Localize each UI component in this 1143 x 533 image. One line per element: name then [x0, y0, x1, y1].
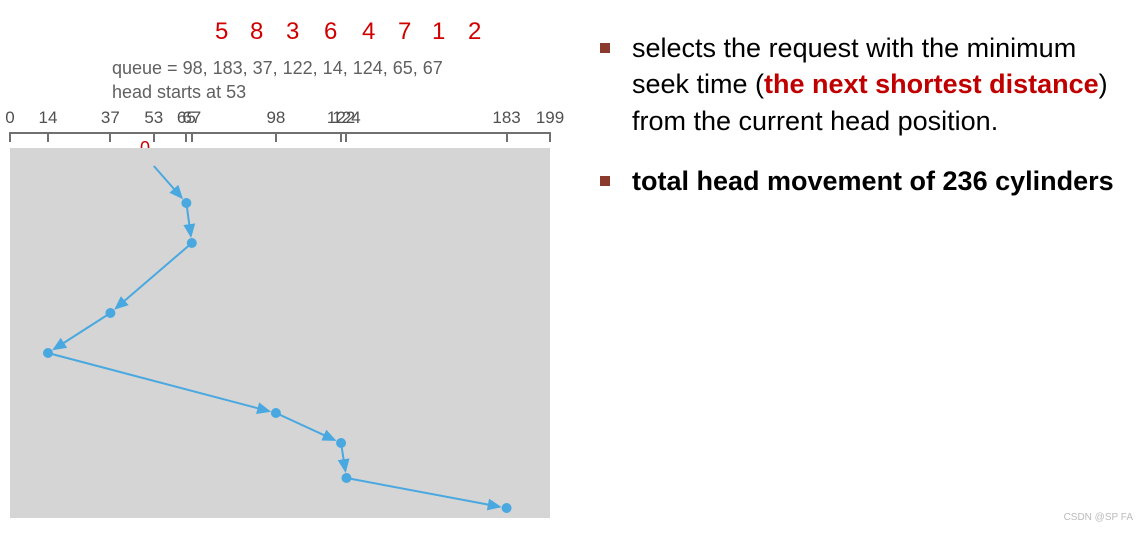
watermark: CSDN @SP FA: [1064, 512, 1133, 523]
axis-tick: [275, 132, 277, 142]
handwriting-num: 5: [215, 18, 228, 46]
seek-node: [187, 238, 197, 248]
bullet-item: selects the request with the minimum see…: [600, 30, 1120, 139]
axis-tick: [109, 132, 111, 142]
axis-tick-label: 67: [182, 108, 201, 128]
queue-label: queue = 98, 183, 37, 122, 14, 124, 65, 6…: [112, 58, 443, 79]
highlight-text: the next shortest distance: [764, 69, 1099, 99]
axis-tick-label: 98: [266, 108, 285, 128]
seek-segment: [186, 203, 190, 236]
seek-segment: [154, 166, 182, 198]
axis-container: 0143753656798122124183199: [0, 108, 560, 148]
head-start-label: head starts at 53: [112, 82, 246, 103]
handwriting-num: 2: [468, 18, 481, 46]
handwriting-num: 6: [324, 18, 337, 46]
seek-segment: [54, 313, 111, 349]
bullet-text: selects the request with the minimum see…: [632, 30, 1120, 139]
seek-node: [105, 308, 115, 318]
axis-tick: [185, 132, 187, 142]
axis-tick: [9, 132, 11, 142]
axis-tick-label: 53: [144, 108, 163, 128]
axis-tick-label: 37: [101, 108, 120, 128]
bullet-marker: [600, 176, 610, 186]
right-panel: selects the request with the minimum see…: [600, 30, 1120, 224]
axis-tick: [47, 132, 49, 142]
axis-tick-label: 14: [39, 108, 58, 128]
seek-segment: [346, 478, 499, 507]
handwriting-num: 1: [432, 18, 445, 46]
handwriting-num: 3: [286, 18, 299, 46]
handwriting-num: 8: [250, 18, 263, 46]
axis-tick-label: 199: [536, 108, 564, 128]
seek-path-chart: [10, 148, 550, 518]
bold-text: total head movement of 236 cylinders: [632, 166, 1114, 196]
axis-tick: [549, 132, 551, 142]
seek-node: [181, 198, 191, 208]
axis-tick: [340, 132, 342, 142]
bullet-marker: [600, 43, 610, 53]
seek-node: [341, 473, 351, 483]
axis-tick-label: 183: [492, 108, 520, 128]
seek-segment: [116, 243, 192, 308]
handwriting-num: 7: [398, 18, 411, 46]
axis-tick: [153, 132, 155, 142]
seek-segment: [48, 353, 269, 411]
seek-node: [336, 438, 346, 448]
bullet-item: total head movement of 236 cylinders: [600, 163, 1120, 199]
seek-node: [502, 503, 512, 513]
axis-tick: [506, 132, 508, 142]
chart-area: [10, 148, 550, 518]
axis-tick-label: 124: [332, 108, 360, 128]
left-panel: 58364712 queue = 98, 183, 37, 122, 14, 1…: [0, 0, 565, 533]
axis-tick-label: 0: [5, 108, 14, 128]
seek-node: [43, 348, 53, 358]
handwriting-num: 4: [362, 18, 375, 46]
axis-line: [10, 132, 550, 134]
bullet-text: total head movement of 236 cylinders: [632, 163, 1120, 199]
seek-segment: [276, 413, 335, 440]
seek-node: [271, 408, 281, 418]
axis-tick: [191, 132, 193, 142]
axis-tick: [345, 132, 347, 142]
